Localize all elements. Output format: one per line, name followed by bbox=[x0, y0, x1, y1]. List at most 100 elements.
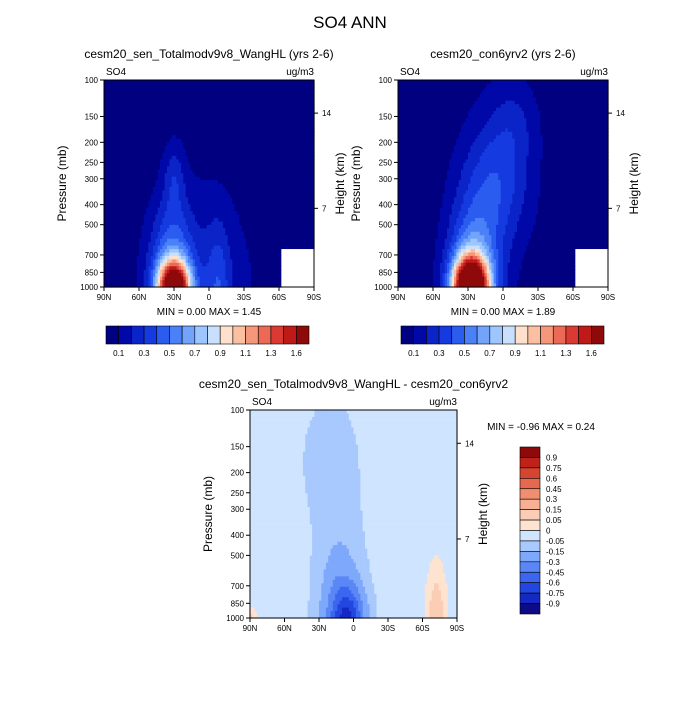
contour-cell bbox=[237, 214, 240, 219]
contour-cell bbox=[146, 107, 149, 112]
contour-cell bbox=[176, 173, 180, 178]
contour-cell bbox=[211, 149, 215, 154]
contour-cell bbox=[199, 218, 203, 223]
contour-cell bbox=[272, 259, 275, 264]
contour-cell bbox=[272, 155, 275, 160]
contour-cell bbox=[150, 183, 154, 188]
contour-cell bbox=[139, 262, 142, 267]
contour-cell bbox=[220, 159, 224, 164]
contour-cell bbox=[227, 235, 231, 240]
contour-cell bbox=[248, 259, 252, 264]
contour-cell bbox=[272, 207, 275, 212]
contour-cell bbox=[295, 221, 299, 226]
contour-cell bbox=[297, 173, 301, 178]
contour-cell bbox=[192, 242, 196, 247]
contour-cell bbox=[153, 214, 156, 219]
contour-cell bbox=[153, 200, 156, 205]
contour-cell bbox=[190, 90, 194, 95]
contour-cell bbox=[181, 231, 184, 236]
contour-cell bbox=[197, 162, 201, 167]
contour-cell bbox=[190, 214, 194, 219]
contour-cell bbox=[150, 235, 154, 240]
contour-cell bbox=[309, 117, 313, 122]
contour-cell bbox=[293, 218, 296, 223]
contour-cell bbox=[267, 197, 271, 202]
contour-cell bbox=[223, 107, 226, 112]
contour-cell bbox=[183, 159, 187, 164]
contour-cell bbox=[125, 211, 128, 216]
contour-cell bbox=[213, 211, 217, 216]
contour-cell bbox=[199, 269, 203, 274]
contour-cell bbox=[213, 193, 217, 198]
contour-cell bbox=[209, 211, 212, 216]
contour-cell bbox=[157, 86, 161, 91]
contour-cell bbox=[234, 80, 238, 85]
contour-cell bbox=[272, 100, 275, 105]
contour-cell bbox=[113, 176, 117, 181]
contour-cell bbox=[206, 114, 210, 119]
contour-cell bbox=[237, 142, 240, 147]
contour-cell bbox=[204, 269, 208, 274]
contour-cell bbox=[169, 211, 173, 216]
contour-cell bbox=[255, 169, 259, 174]
contour-cell bbox=[248, 186, 252, 191]
contour-cell bbox=[188, 145, 191, 150]
contour-cell bbox=[239, 221, 243, 226]
contour-cell bbox=[244, 138, 247, 143]
contour-cell bbox=[274, 117, 278, 122]
contour-cell bbox=[244, 245, 247, 250]
contour-cell bbox=[162, 190, 166, 195]
contour-cell bbox=[139, 197, 142, 202]
contour-cell bbox=[122, 131, 126, 136]
contour-cell bbox=[104, 100, 107, 105]
contour-cell bbox=[293, 186, 296, 191]
contour-cell bbox=[274, 173, 278, 178]
contour-cell bbox=[297, 128, 301, 133]
contour-cell bbox=[288, 100, 292, 105]
contour-cell bbox=[248, 173, 252, 178]
contour-cell bbox=[216, 262, 219, 267]
contour-cell bbox=[304, 149, 308, 154]
contour-cell bbox=[113, 162, 117, 167]
contour-cell bbox=[176, 114, 180, 119]
contour-cell bbox=[106, 183, 110, 188]
contour-cell bbox=[258, 252, 261, 257]
contour-cell bbox=[127, 124, 131, 129]
contour-cell bbox=[239, 124, 243, 129]
contour-cell bbox=[220, 259, 224, 264]
contour-cell bbox=[218, 142, 222, 147]
contour-cell bbox=[181, 111, 184, 116]
contour-cell bbox=[148, 218, 152, 223]
contour-cell bbox=[197, 214, 201, 219]
contour-cell bbox=[118, 245, 121, 250]
contour-cell bbox=[115, 104, 119, 109]
contour-cell bbox=[183, 86, 187, 91]
contour-cell bbox=[162, 238, 166, 243]
contour-cell bbox=[199, 145, 203, 150]
contour-cell bbox=[134, 124, 138, 129]
contour-cell bbox=[262, 224, 266, 229]
contour-cell bbox=[272, 121, 275, 126]
contour-cell bbox=[211, 197, 215, 202]
contour-cell bbox=[288, 228, 292, 233]
contour-cell bbox=[239, 228, 243, 233]
contour-cell bbox=[125, 93, 128, 98]
contour-cell bbox=[258, 149, 261, 154]
contour-cell bbox=[276, 149, 280, 154]
contour-cell bbox=[108, 155, 112, 160]
contour-cell bbox=[122, 104, 126, 109]
contour-cell bbox=[122, 124, 126, 129]
contour-cell bbox=[307, 121, 310, 126]
contour-cell bbox=[251, 214, 254, 219]
contour-cell bbox=[307, 166, 310, 171]
contour-cell bbox=[244, 252, 247, 257]
contour-cell bbox=[206, 193, 210, 198]
contour-cell bbox=[190, 97, 194, 102]
contour-cell bbox=[122, 228, 126, 233]
contour-cell bbox=[162, 80, 166, 85]
contour-cell bbox=[181, 159, 184, 164]
contour-cell bbox=[234, 142, 238, 147]
contour-cell bbox=[106, 204, 110, 209]
contour-cell bbox=[283, 114, 287, 119]
contour-cell bbox=[251, 218, 254, 223]
